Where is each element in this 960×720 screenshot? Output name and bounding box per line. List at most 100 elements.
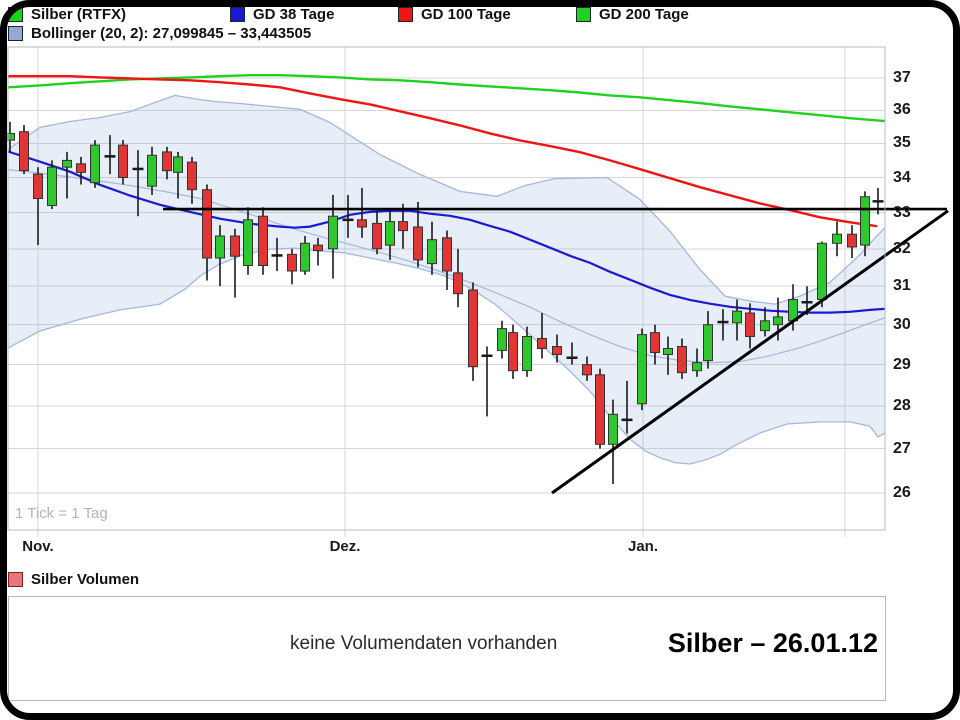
candle-up — [328, 215, 338, 250]
candle-up — [703, 324, 713, 362]
y-axis-label: 35 — [893, 134, 911, 152]
candle-down — [118, 144, 128, 179]
gd38-swatch-icon — [230, 6, 245, 22]
gd200-swatch-icon — [576, 6, 591, 22]
candle-down — [413, 226, 423, 261]
candle-down — [357, 219, 367, 228]
legend-label: GD 38 Tage — [253, 5, 335, 23]
legend-item: GD 38 Tage — [230, 5, 334, 23]
candle-up — [760, 320, 770, 332]
candle-up — [427, 239, 437, 265]
y-axis-label: 33 — [893, 203, 911, 221]
legend-label: GD 200 Tage — [599, 5, 689, 23]
y-axis-label: 28 — [893, 396, 911, 414]
doji-tick — [132, 167, 144, 171]
legend-item: GD 100 Tage — [398, 5, 511, 23]
y-axis-label: 26 — [893, 484, 911, 501]
candle-up — [832, 233, 842, 244]
candle-down — [847, 233, 857, 248]
y-axis-label: 29 — [893, 355, 911, 373]
candle-down — [202, 189, 212, 259]
volume-message: keine Volumendaten vorhanden — [290, 633, 558, 654]
gd100-swatch-icon — [398, 6, 413, 22]
trend-line-diagonal — [551, 209, 949, 495]
candle-up — [663, 348, 673, 355]
y-axis-label: 36 — [893, 101, 911, 119]
legend-item-volume: Silber Volumen — [8, 571, 139, 588]
candle-down — [537, 338, 547, 349]
candle-up — [497, 328, 507, 351]
tick-note: 1 Tick = 1 Tag — [15, 505, 108, 522]
doji-tick — [717, 320, 729, 324]
candle-up — [817, 242, 827, 301]
candle-up — [243, 219, 253, 267]
bollinger-upper-line — [7, 94, 886, 305]
candle-down — [650, 332, 660, 354]
candle-down — [313, 244, 323, 252]
doji-tick — [621, 418, 633, 422]
candle-up — [62, 159, 72, 168]
candle-up — [90, 144, 100, 184]
candle-up — [173, 156, 183, 173]
legend-label: Silber (RTFX) — [31, 5, 127, 23]
candle-down — [162, 151, 172, 172]
x-axis-label: Dez. — [329, 538, 361, 555]
y-axis-label: 37 — [893, 69, 911, 87]
candle-down — [187, 161, 197, 191]
candle-up — [860, 196, 870, 246]
candle-down — [552, 346, 562, 355]
candle-down — [582, 364, 592, 376]
bollinger-fill — [8, 95, 885, 465]
candle-down — [595, 374, 605, 445]
candle-down — [468, 289, 478, 368]
y-axis-label: 32 — [893, 239, 911, 257]
ma-line-gd-100-tage — [8, 75, 878, 228]
legend-row-1: Silber (RTFX) GD 38 Tage GD 100 Tage GD 200… — [0, 5, 960, 25]
legend-item: Silber (RTFX) — [8, 5, 126, 23]
doji-tick — [481, 354, 493, 357]
candle-up — [47, 166, 57, 206]
y-axis-label: 31 — [893, 277, 911, 295]
candle-up — [522, 336, 532, 372]
candle-down — [745, 312, 755, 337]
candle-up — [773, 316, 783, 326]
candle-down — [398, 221, 408, 232]
candle-down — [677, 346, 687, 374]
candle-down — [230, 235, 240, 257]
candle-down — [372, 222, 382, 250]
candle-up — [147, 154, 157, 187]
legend-item: GD 200 Tage — [576, 5, 689, 23]
bollinger-swatch-icon — [8, 25, 23, 41]
plot-border — [7, 46, 886, 531]
x-axis-label: Jan. — [627, 538, 659, 555]
bollinger-middle-line — [7, 169, 886, 364]
candle-up — [608, 413, 618, 445]
x-axis-label: Nov. — [22, 538, 54, 555]
candle-down — [76, 163, 86, 173]
volume-panel — [8, 596, 886, 701]
candle-up — [215, 235, 225, 259]
candle-down — [508, 332, 518, 372]
silber-swatch-icon — [8, 6, 23, 22]
candle-up — [692, 362, 702, 372]
candle-down — [453, 272, 463, 295]
legend-label: GD 100 Tage — [421, 5, 511, 23]
candle-up — [637, 334, 647, 405]
candle-up — [300, 242, 310, 272]
doji-tick — [104, 155, 116, 158]
doji-tick — [872, 200, 884, 203]
candle-down — [258, 215, 268, 266]
doji-tick — [566, 356, 578, 359]
volume-swatch-icon — [8, 572, 23, 587]
legend-item-bollinger: Bollinger (20, 2): 27,099845 – 33,443505 — [8, 24, 311, 42]
y-axis-label: 30 — [893, 315, 911, 333]
candle-up — [5, 132, 15, 141]
candle-up — [385, 221, 395, 246]
doji-tick — [342, 218, 354, 222]
y-axis-label: 34 — [893, 168, 911, 186]
y-axis-label: 27 — [893, 439, 911, 457]
candle-down — [442, 237, 452, 272]
bollinger-legend-label: Bollinger (20, 2): 27,099845 – 33,443505 — [31, 24, 312, 42]
